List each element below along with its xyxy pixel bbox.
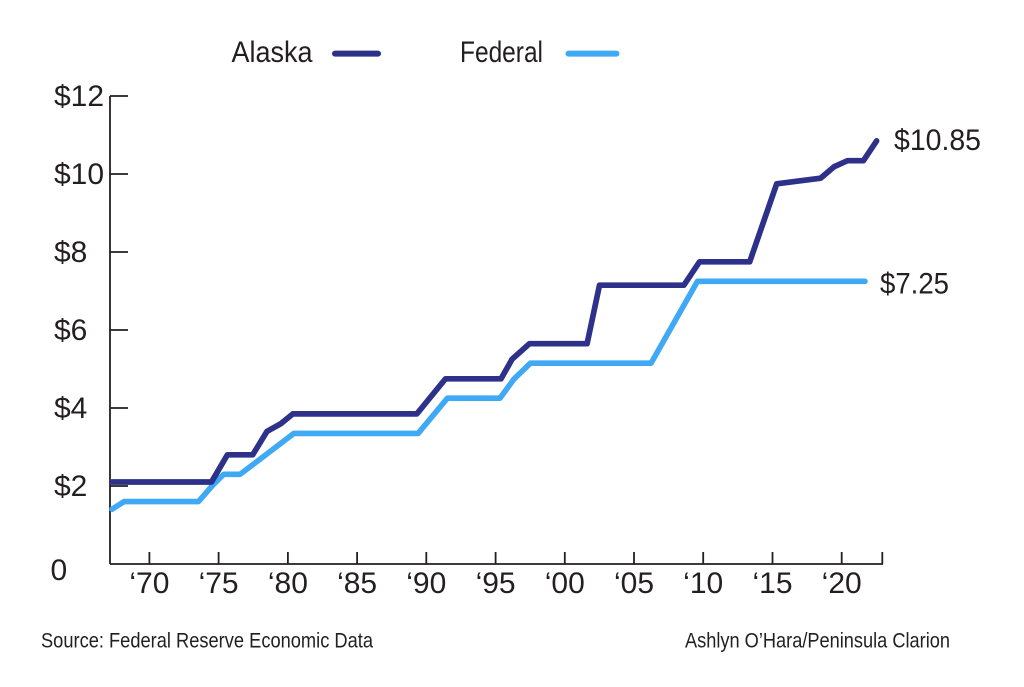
svg-text:$8: $8 — [54, 236, 87, 269]
svg-text:Federal: Federal — [460, 36, 543, 69]
svg-text:‘80: ‘80 — [268, 567, 308, 600]
svg-text:Alaska: Alaska — [232, 36, 313, 69]
svg-text:‘00: ‘00 — [545, 567, 585, 600]
svg-text:$4: $4 — [54, 392, 87, 425]
svg-text:‘15: ‘15 — [752, 567, 792, 600]
svg-text:$7.25: $7.25 — [880, 268, 949, 301]
svg-text:‘85: ‘85 — [337, 567, 377, 600]
svg-text:‘05: ‘05 — [614, 567, 654, 600]
svg-text:Ashlyn O’Hara/Peninsula Clario: Ashlyn O’Hara/Peninsula Clarion — [685, 629, 950, 652]
svg-text:‘70: ‘70 — [129, 567, 169, 600]
svg-text:0: 0 — [51, 554, 68, 587]
svg-text:$12: $12 — [54, 80, 104, 113]
svg-text:‘95: ‘95 — [476, 567, 516, 600]
svg-text:‘10: ‘10 — [683, 567, 723, 600]
svg-text:‘90: ‘90 — [406, 567, 446, 600]
svg-text:$10.85: $10.85 — [894, 124, 981, 157]
svg-text:$2: $2 — [54, 470, 87, 503]
svg-text:‘75: ‘75 — [199, 567, 239, 600]
svg-text:Source: Federal Reserve Econom: Source: Federal Reserve Economic Data — [41, 629, 373, 652]
svg-text:$10: $10 — [54, 158, 104, 191]
svg-text:$6: $6 — [54, 314, 87, 347]
svg-text:‘20: ‘20 — [822, 567, 862, 600]
